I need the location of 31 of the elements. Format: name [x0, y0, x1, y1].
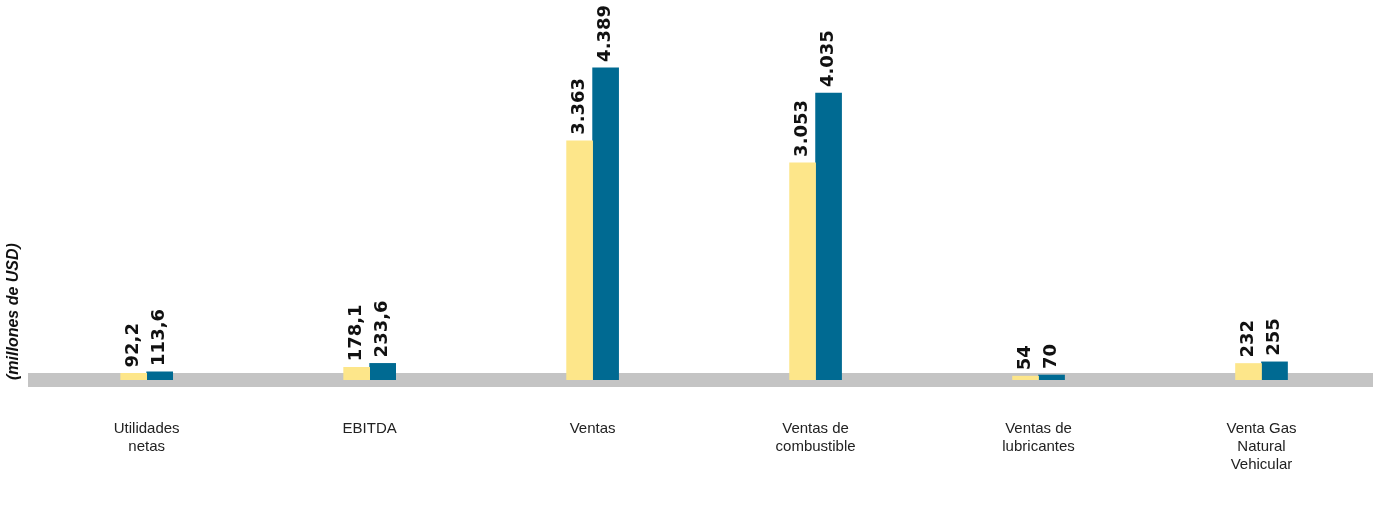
- data-label: 255: [1262, 318, 1284, 356]
- y-axis-title: (millones de USD): [4, 243, 22, 380]
- data-label: 4.035: [816, 30, 838, 88]
- bar: [369, 363, 396, 380]
- x-tick-label: Ventas de combustible: [775, 419, 856, 455]
- bar: [566, 140, 593, 380]
- x-tick-label: Utilidades netas: [113, 419, 180, 455]
- x-tick-label: EBITDA: [342, 419, 397, 437]
- data-label: 3.363: [567, 77, 589, 135]
- bar: [815, 92, 842, 380]
- bar: [1261, 361, 1288, 380]
- bar: [120, 373, 148, 380]
- data-label: 54: [1013, 345, 1035, 371]
- bar: [343, 367, 370, 380]
- data-label: 233,6: [370, 300, 392, 358]
- x-tick-label: Ventas de lubricantes: [1002, 419, 1075, 455]
- bar: [146, 371, 174, 380]
- x-tick-label: Venta Gas Natural Vehicular: [1226, 419, 1297, 473]
- data-label: 92,2: [121, 323, 143, 368]
- data-label: 3.053: [790, 99, 812, 157]
- data-label: 113,6: [147, 308, 169, 366]
- data-label: 4.389: [593, 4, 615, 62]
- bar: [592, 67, 619, 380]
- bar: [1038, 374, 1065, 380]
- bar: [1235, 363, 1262, 380]
- data-label: 178,1: [344, 304, 366, 362]
- data-label: 232: [1236, 319, 1258, 358]
- data-label: 70: [1039, 343, 1061, 370]
- bar: [789, 162, 816, 380]
- x-tick-label: Ventas: [569, 419, 616, 437]
- bar: [1012, 375, 1039, 380]
